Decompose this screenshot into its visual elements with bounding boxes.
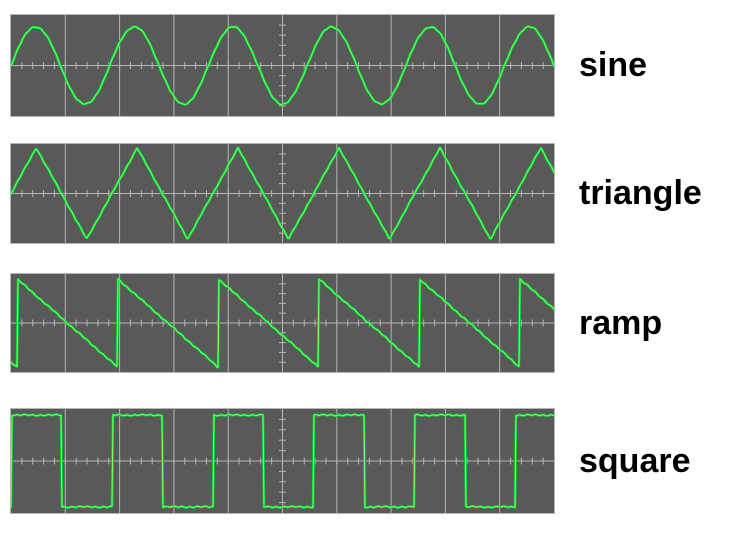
ramp-waveform-plot: [11, 274, 554, 372]
oscilloscope-display-sine: [10, 14, 555, 117]
oscilloscope-display-ramp: [10, 273, 555, 373]
oscilloscope-display-triangle: [10, 143, 555, 244]
oscilloscope-display-square: [10, 408, 555, 514]
waveform-label-triangle: triangle: [579, 174, 702, 212]
waveform-label-sine: sine: [579, 46, 648, 84]
waveform-label-ramp: ramp: [579, 303, 663, 342]
sine-waveform-plot: [11, 15, 554, 116]
waveform-label-square: square: [579, 441, 691, 480]
square-waveform-plot: [11, 409, 554, 513]
triangle-waveform-plot: [11, 144, 554, 243]
